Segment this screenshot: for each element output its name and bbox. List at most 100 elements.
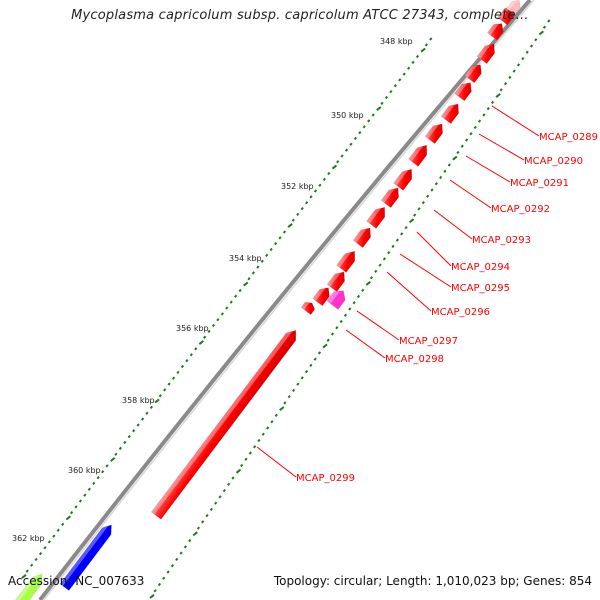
outer-tick (47, 540, 51, 544)
outer-tick (256, 265, 260, 269)
inner-tick (408, 218, 415, 224)
outer-tick (30, 563, 34, 567)
inner-tick (460, 144, 464, 148)
tick-label: 360 kbp (68, 466, 101, 475)
outer-tick-marks (21, 37, 433, 579)
inner-tick (162, 576, 166, 580)
tick-label: 352 kbp (281, 182, 314, 191)
outer-tick (96, 475, 100, 480)
gene-arrow (506, 0, 521, 16)
outer-tick (269, 247, 273, 252)
inner-tick (304, 369, 309, 374)
outer-tick (300, 206, 304, 211)
inner-tick (274, 413, 278, 418)
outer-tick (127, 435, 131, 439)
outer-tick (229, 300, 233, 304)
outer-tick (123, 440, 127, 445)
gene-arrow (486, 23, 504, 41)
inner-tick (447, 163, 451, 167)
gene-arrow (352, 227, 371, 249)
outer-tick (327, 171, 331, 176)
outer-tick (21, 574, 27, 579)
outer-tick (110, 457, 116, 462)
outer-tick (211, 323, 216, 328)
inner-tick (235, 468, 242, 474)
outer-tick (56, 528, 60, 532)
inner-tick (205, 513, 209, 518)
outer-tick (61, 522, 65, 526)
leader-line (399, 253, 452, 288)
inner-tick (365, 280, 371, 286)
gene-arrow-blue (59, 524, 112, 591)
tick-label: 356 kbp (176, 324, 209, 333)
gene-label: MCAP_0294 (451, 262, 510, 273)
outer-tick (185, 359, 189, 363)
outer-tick (132, 429, 136, 433)
gene-label: MCAP_0299 (296, 473, 355, 484)
leader-line (465, 155, 511, 183)
outer-tick (336, 160, 340, 164)
leader-line (386, 271, 432, 312)
outer-tick (296, 212, 300, 217)
outer-tick (234, 294, 238, 298)
inner-tick (214, 501, 218, 505)
inner-tick (499, 88, 503, 92)
outer-tick (154, 398, 160, 404)
outer-tick (167, 382, 171, 386)
genome-summary: Topology: circular; Length: 1,010,023 bp… (273, 574, 592, 588)
outer-tick (376, 106, 382, 111)
outer-tick (203, 335, 207, 339)
inner-tick (270, 420, 274, 424)
leader-line (449, 179, 492, 209)
outer-tick (322, 177, 326, 181)
gene-label-leaders (256, 105, 540, 478)
outer-tick (380, 101, 384, 105)
gene-label: MCAP_0296 (431, 307, 490, 318)
outer-tick (216, 318, 220, 322)
gene-arrow (300, 301, 316, 316)
inner-tick (369, 276, 374, 280)
inner-tick (391, 244, 395, 249)
gene-arrow (454, 82, 472, 102)
inner-tick (465, 138, 469, 142)
inner-tick (529, 44, 534, 48)
inner-tick (378, 263, 382, 267)
outer-tick (225, 306, 229, 310)
outer-tick (25, 569, 29, 573)
outer-tick (278, 236, 282, 240)
gene-arrow-magenta (326, 290, 346, 310)
inner-tick (525, 50, 529, 54)
gene-arrow (393, 168, 413, 191)
outer-tick (420, 47, 426, 53)
outer-tick (238, 288, 242, 293)
inner-tick (356, 294, 361, 299)
gene-arrow-green (13, 573, 43, 600)
inner-tick (322, 343, 328, 349)
outer-tick (145, 411, 149, 415)
outer-tick (429, 37, 433, 41)
tick-label: 350 kbp (331, 111, 364, 120)
inner-tick (300, 376, 304, 380)
outer-tick (353, 136, 357, 141)
outer-tick (105, 464, 109, 468)
inner-tick (542, 25, 547, 29)
inner-tick (253, 445, 257, 449)
inner-tick (309, 363, 313, 367)
inner-tick (395, 238, 399, 242)
inner-tick (335, 326, 339, 330)
inner-tick (443, 169, 447, 173)
gene-features (13, 0, 521, 600)
outer-tick (384, 95, 389, 100)
outer-tick (344, 148, 349, 152)
inner-tick (516, 63, 521, 67)
inner-tick (434, 182, 438, 186)
leader-line (433, 209, 473, 240)
gene-arrow (464, 64, 482, 84)
inner-tick (486, 107, 490, 111)
inner-tick (452, 155, 458, 161)
outer-tick (282, 230, 287, 234)
inner-tick (179, 551, 183, 555)
accession-label: Accession: NC_007633 (8, 574, 145, 588)
outer-tick (194, 347, 198, 351)
inner-tick (547, 19, 551, 23)
